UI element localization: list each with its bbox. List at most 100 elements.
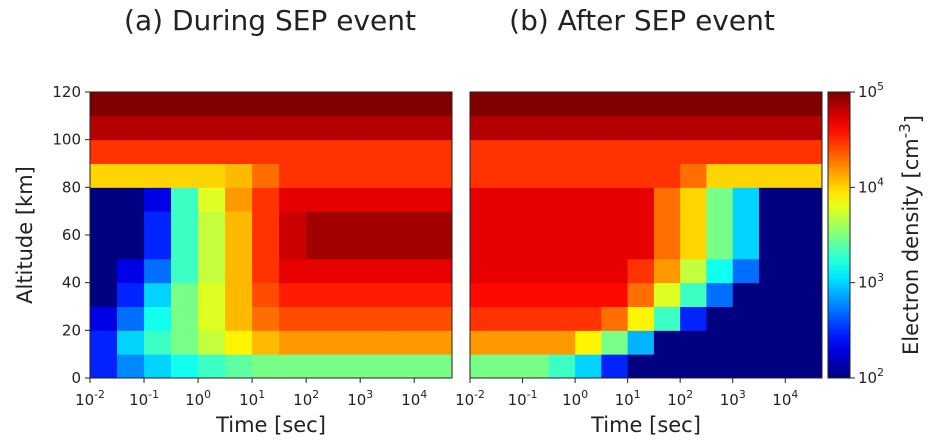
x-tick-label: 10-1 bbox=[508, 388, 538, 408]
heatmap-cell bbox=[387, 115, 415, 141]
heatmap-cell bbox=[333, 235, 361, 260]
heatmap-cell bbox=[785, 306, 813, 331]
colorbar bbox=[827, 91, 851, 379]
heatmap-cell bbox=[441, 258, 453, 284]
heatmap-cell bbox=[627, 187, 655, 212]
heatmap-cell bbox=[198, 306, 226, 331]
heatmap-cell bbox=[414, 330, 442, 355]
heatmap-cell bbox=[225, 92, 253, 117]
heatmap-cell bbox=[144, 354, 172, 379]
heatmap-cell bbox=[171, 139, 199, 164]
heatmap-cell bbox=[680, 258, 707, 284]
heatmap-cell bbox=[470, 258, 497, 284]
heatmap-cell bbox=[548, 282, 576, 307]
heatmap-cell bbox=[306, 306, 334, 331]
heatmap-cell bbox=[496, 235, 524, 260]
heatmap-cell bbox=[758, 187, 786, 212]
heatmap-cell bbox=[785, 235, 813, 260]
heatmap-cell bbox=[575, 163, 602, 188]
y-tick-label: 120 bbox=[52, 83, 81, 101]
heatmap-cell bbox=[441, 211, 453, 236]
heatmap-cell bbox=[360, 187, 388, 212]
heatmap-cell bbox=[732, 92, 760, 117]
heatmap-cell bbox=[496, 306, 524, 331]
heatmap-cell bbox=[387, 235, 415, 260]
heatmap-cell bbox=[732, 115, 760, 141]
heatmap-cell bbox=[785, 139, 813, 164]
heatmap-cell bbox=[811, 92, 823, 117]
heatmap-cell bbox=[171, 115, 199, 141]
heatmap-cell bbox=[171, 354, 199, 379]
heatmap-cell bbox=[470, 139, 497, 164]
heatmap-cell bbox=[279, 139, 307, 164]
heatmap-cell bbox=[627, 354, 655, 379]
heatmap-cell bbox=[414, 258, 442, 284]
y-tick-label: 40 bbox=[62, 273, 81, 291]
heatmap-cell bbox=[225, 306, 253, 331]
x-axis-label: Time [sec] bbox=[215, 413, 326, 437]
heatmap-cell bbox=[117, 211, 145, 236]
heatmap-cell bbox=[171, 211, 199, 236]
heatmap-cell bbox=[522, 163, 550, 188]
heatmap-cell bbox=[387, 330, 415, 355]
heatmap-cell bbox=[496, 354, 524, 379]
heatmap-cell bbox=[144, 282, 172, 307]
heatmap-cell bbox=[306, 139, 334, 164]
heatmap-cell bbox=[548, 187, 576, 212]
heatmap-cell bbox=[279, 282, 307, 307]
x-tick-label: 10-2 bbox=[75, 388, 105, 408]
heatmap-cell bbox=[627, 92, 655, 117]
heatmap-cell bbox=[758, 354, 786, 379]
heatmap-cell bbox=[627, 139, 655, 164]
heatmap-cell bbox=[575, 115, 602, 141]
heatmap-cell bbox=[706, 115, 734, 141]
heatmap-cell bbox=[785, 211, 813, 236]
heatmap-cell bbox=[333, 330, 361, 355]
heatmap-cell bbox=[441, 187, 453, 212]
heatmap-cell bbox=[144, 187, 172, 212]
heatmap-cell bbox=[706, 330, 734, 355]
heatmap-cell bbox=[548, 115, 576, 141]
heatmap-cell bbox=[575, 282, 602, 307]
heatmap-cell bbox=[758, 92, 786, 117]
heatmap-cell bbox=[360, 115, 388, 141]
heatmap-cell bbox=[360, 306, 388, 331]
heatmap-cell bbox=[785, 330, 813, 355]
heatmap-cell bbox=[387, 354, 415, 379]
heatmap-cell bbox=[811, 330, 823, 355]
heatmap-cell bbox=[706, 282, 734, 307]
heatmap-cell bbox=[680, 163, 707, 188]
heatmap-cell bbox=[198, 163, 226, 188]
heatmap-cell bbox=[470, 163, 497, 188]
heatmap-cell bbox=[496, 92, 524, 117]
heatmap-cell bbox=[732, 354, 760, 379]
heatmap-cell bbox=[653, 306, 681, 331]
heatmap-cell bbox=[225, 282, 253, 307]
heatmap-cell bbox=[470, 306, 497, 331]
colorbar-tick-label: 104 bbox=[858, 175, 884, 195]
heatmap-cell bbox=[680, 306, 707, 331]
heatmap-cell bbox=[171, 282, 199, 307]
heatmap-cell bbox=[758, 330, 786, 355]
heatmap-cell bbox=[653, 354, 681, 379]
heatmap-cell bbox=[522, 354, 550, 379]
heatmap-cell bbox=[306, 282, 334, 307]
heatmap-cell bbox=[680, 92, 707, 117]
heatmap-cell bbox=[144, 258, 172, 284]
heatmap-cell bbox=[306, 187, 334, 212]
heatmap-cell bbox=[441, 354, 453, 379]
heatmap-cell bbox=[601, 139, 629, 164]
heatmap-cell bbox=[627, 330, 655, 355]
heatmap-cell bbox=[144, 306, 172, 331]
heatmap-cell bbox=[811, 235, 823, 260]
heatmap-cell bbox=[627, 211, 655, 236]
heatmap-cell bbox=[414, 211, 442, 236]
heatmap-cell bbox=[252, 92, 280, 117]
heatmap-cell bbox=[144, 235, 172, 260]
x-tick-label: 10-1 bbox=[129, 388, 159, 408]
heatmap-cell bbox=[522, 115, 550, 141]
heatmap-cell bbox=[653, 258, 681, 284]
heatmap-cell bbox=[470, 92, 497, 117]
heatmap-cell bbox=[414, 306, 442, 331]
heatmap-cell bbox=[758, 258, 786, 284]
